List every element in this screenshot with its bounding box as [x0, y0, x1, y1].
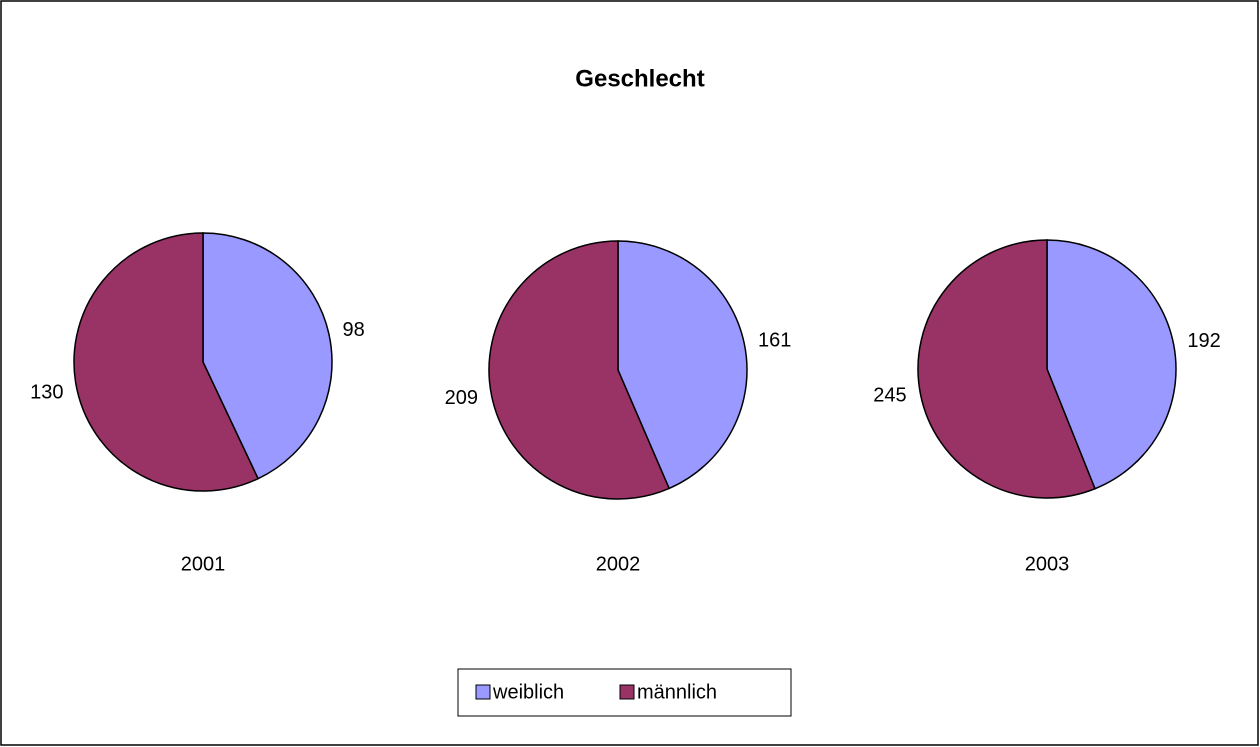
data-label: 98: [343, 319, 365, 341]
pie-label: 2002: [596, 553, 641, 575]
legend-label: weiblich: [492, 681, 564, 703]
data-label: 130: [30, 382, 63, 404]
data-label: 161: [758, 329, 791, 351]
legend-label: männlich: [637, 681, 717, 703]
pie-slice: [73, 232, 260, 492]
pie-slice: [1046, 239, 1177, 490]
pie-slice: [202, 232, 333, 480]
pie-slice: [488, 240, 671, 500]
legend-swatch: [475, 684, 491, 700]
pie-label: 2003: [1025, 553, 1070, 575]
data-label: 245: [873, 384, 906, 406]
pie-slice: [917, 239, 1096, 499]
pie-label: 2001: [181, 553, 226, 575]
pie-slice: [617, 240, 748, 490]
legend-swatch: [619, 684, 635, 700]
chart-title: Geschlecht: [575, 65, 704, 92]
data-label: 192: [1187, 330, 1220, 352]
data-label: 209: [445, 387, 478, 409]
